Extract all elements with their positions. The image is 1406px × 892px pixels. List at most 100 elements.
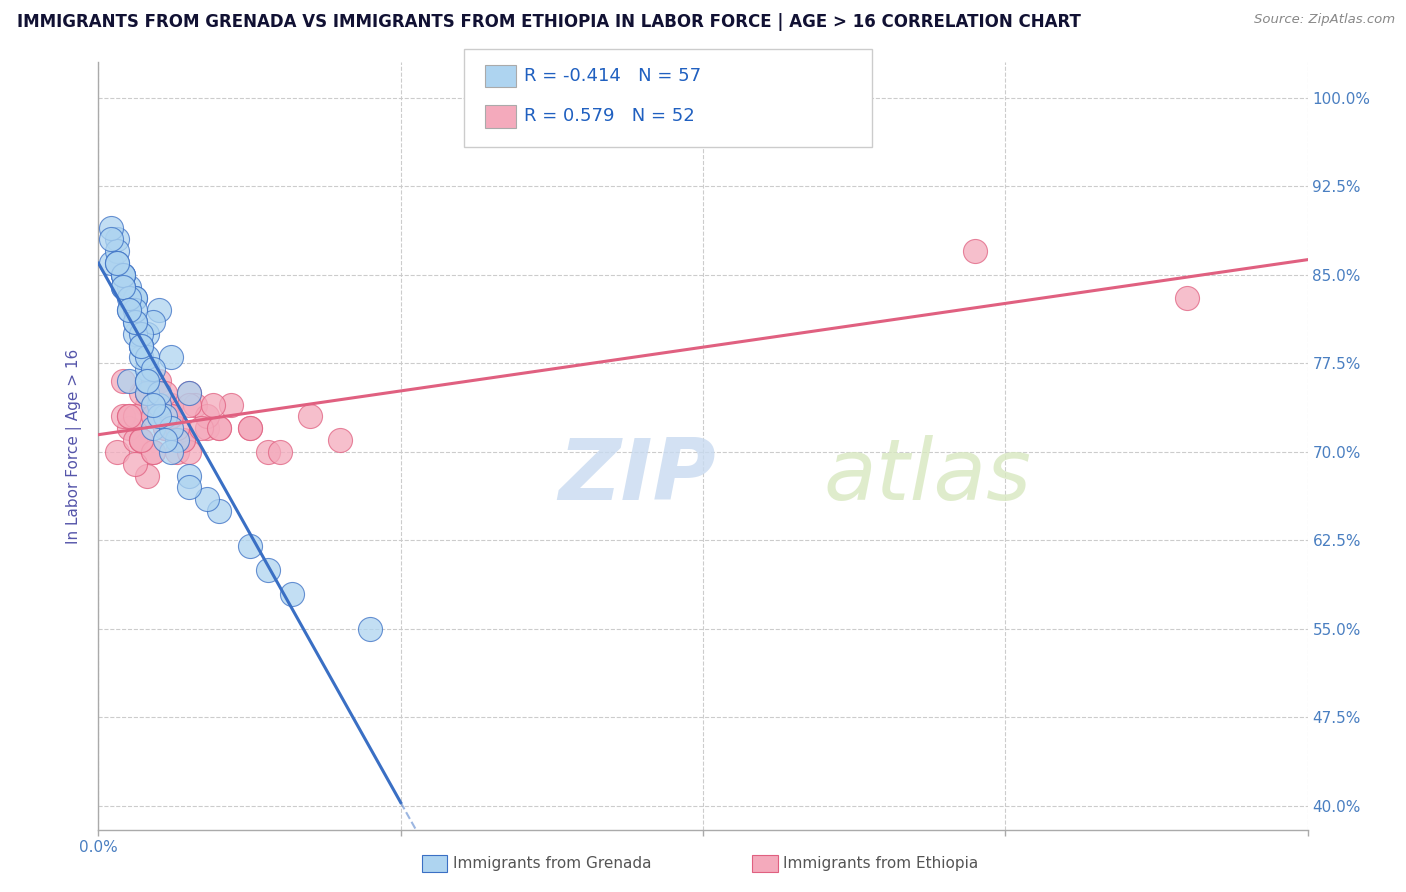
Point [129, 433, 152, 447]
Point [111, 268, 134, 282]
Point [111, 279, 134, 293]
Point [129, 339, 152, 353]
Point [148, 409, 170, 424]
Text: R = -0.414   N = 57: R = -0.414 N = 57 [524, 67, 702, 85]
Point [360, 622, 382, 636]
Point [135, 362, 157, 376]
Point [135, 374, 157, 388]
Point [118, 292, 141, 306]
Text: ZIP: ZIP [558, 435, 716, 518]
Point [124, 315, 146, 329]
Point [124, 292, 146, 306]
Point [160, 409, 183, 424]
Point [160, 409, 183, 424]
Point [135, 385, 157, 400]
Point [124, 457, 146, 471]
Point [195, 492, 218, 507]
Point [105, 232, 128, 246]
Point [111, 279, 134, 293]
Point [105, 244, 128, 259]
Point [135, 351, 157, 365]
Point [195, 421, 218, 435]
Point [124, 303, 146, 318]
Point [1175, 292, 1198, 306]
Point [135, 468, 157, 483]
Text: IMMIGRANTS FROM GRENADA VS IMMIGRANTS FROM ETHIOPIA IN LABOR FORCE | AGE > 16 CO: IMMIGRANTS FROM GRENADA VS IMMIGRANTS FR… [17, 13, 1081, 31]
Text: Source: ZipAtlas.com: Source: ZipAtlas.com [1254, 13, 1395, 27]
Point [172, 433, 194, 447]
Point [166, 433, 188, 447]
Point [142, 421, 165, 435]
Point [965, 244, 987, 259]
Text: Immigrants from Grenada: Immigrants from Grenada [453, 856, 651, 871]
Point [239, 421, 262, 435]
Point [124, 409, 146, 424]
Point [179, 480, 201, 494]
Point [124, 292, 146, 306]
Point [142, 398, 165, 412]
Point [208, 421, 231, 435]
Point [153, 433, 176, 447]
Point [118, 374, 141, 388]
Point [179, 385, 201, 400]
Point [281, 586, 304, 600]
Point [111, 268, 134, 282]
Point [135, 385, 157, 400]
Point [118, 303, 141, 318]
Point [153, 421, 176, 435]
Point [124, 315, 146, 329]
Point [100, 232, 122, 246]
Point [256, 445, 278, 459]
Text: Immigrants from Ethiopia: Immigrants from Ethiopia [783, 856, 979, 871]
Point [148, 374, 170, 388]
Point [111, 374, 134, 388]
Point [111, 268, 134, 282]
Point [148, 398, 170, 412]
Point [118, 303, 141, 318]
Point [239, 539, 262, 553]
Point [100, 256, 122, 270]
Point [179, 385, 201, 400]
Point [142, 409, 165, 424]
Point [148, 385, 170, 400]
Point [190, 421, 212, 435]
Point [118, 409, 141, 424]
Point [135, 398, 157, 412]
Point [153, 385, 176, 400]
Point [179, 445, 201, 459]
Point [129, 351, 152, 365]
Point [105, 256, 128, 270]
Point [129, 385, 152, 400]
Point [208, 421, 231, 435]
Point [124, 433, 146, 447]
Point [160, 421, 183, 435]
Point [148, 398, 170, 412]
Point [299, 409, 322, 424]
Point [153, 421, 176, 435]
Point [135, 385, 157, 400]
Point [329, 433, 352, 447]
Point [142, 315, 165, 329]
Point [135, 374, 157, 388]
Point [148, 303, 170, 318]
Point [179, 468, 201, 483]
Point [153, 409, 176, 424]
Point [166, 421, 188, 435]
Point [184, 398, 207, 412]
Text: R = 0.579   N = 52: R = 0.579 N = 52 [524, 107, 695, 125]
Point [135, 326, 157, 341]
Point [160, 351, 183, 365]
Point [142, 409, 165, 424]
Point [129, 339, 152, 353]
Point [118, 421, 141, 435]
Point [160, 445, 183, 459]
Point [105, 445, 128, 459]
Point [129, 433, 152, 447]
Point [105, 256, 128, 270]
Point [256, 563, 278, 577]
Point [202, 398, 225, 412]
Point [269, 445, 291, 459]
Point [172, 433, 194, 447]
Point [129, 339, 152, 353]
Point [129, 326, 152, 341]
